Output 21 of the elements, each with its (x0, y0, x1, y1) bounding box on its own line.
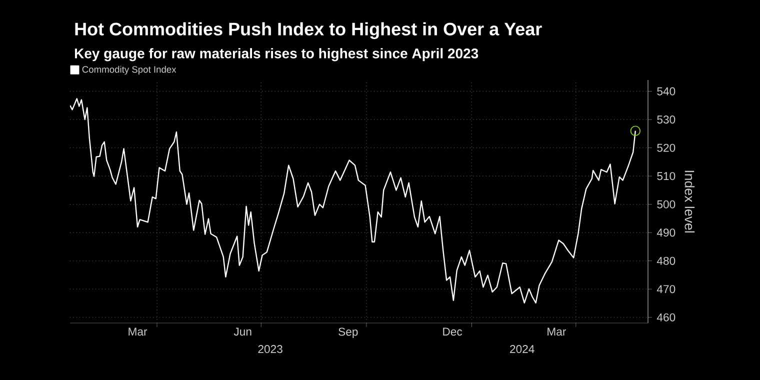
x-tick-label: Sep (338, 328, 358, 338)
x2-tick-label: 2023 (258, 345, 282, 354)
line-series (70, 98, 636, 304)
x2-tick-label: 2024 (510, 345, 534, 354)
y-tick-label: 520 (657, 144, 676, 152)
y-tick-label: 530 (657, 116, 676, 124)
legend-label: Commodity Spot Index (82, 66, 176, 75)
y-tick-label: 480 (656, 256, 676, 265)
x-tick-label: Jun (234, 328, 252, 336)
y-tick-label: 540 (657, 87, 676, 96)
x-tick-label: Mar (128, 328, 148, 336)
y-tick-label: 470 (656, 285, 676, 294)
chart-title: Hot Commodities Push Index to Highest in Over a Year (75, 22, 542, 40)
chart-subtitle: Key gauge for raw materials rises to highest since April 2023 (74, 48, 478, 62)
y-tick-label: 460 (656, 313, 676, 322)
y-axis-title: Index level (684, 170, 695, 232)
y-tick-label: 510 (657, 172, 676, 180)
y-tick-label: 490 (656, 228, 676, 237)
x-tick-label: Dec (443, 328, 462, 336)
y-tick-label: 500 (657, 200, 676, 208)
x-tick-label: Mar (548, 328, 566, 336)
